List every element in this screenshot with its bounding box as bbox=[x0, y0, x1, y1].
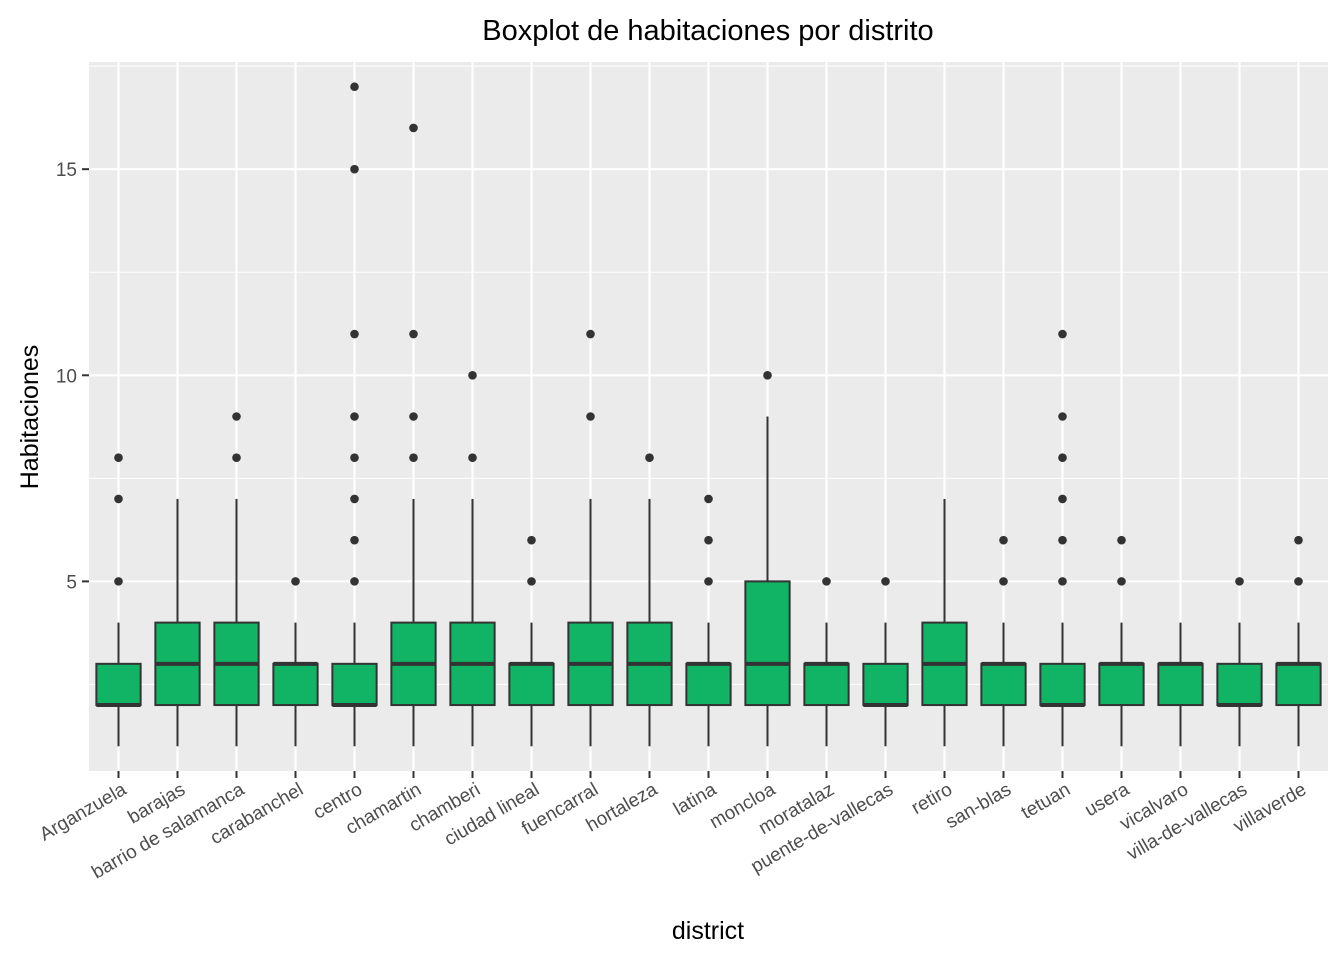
outlier-point bbox=[1235, 577, 1244, 586]
box-puente-de-vallecas bbox=[862, 577, 909, 747]
x-tick-label: tetuan bbox=[1018, 779, 1074, 824]
box-villaverde bbox=[1275, 535, 1322, 747]
box-centro bbox=[331, 82, 378, 747]
outlier-point bbox=[999, 535, 1008, 545]
box-barajas bbox=[154, 498, 201, 747]
box-retiro bbox=[921, 498, 968, 747]
outlier-point bbox=[468, 370, 477, 380]
box-body bbox=[1157, 662, 1204, 707]
outlier-point bbox=[350, 494, 359, 504]
box-moncloa bbox=[744, 370, 791, 747]
outlier-point bbox=[586, 412, 595, 421]
outlier-point bbox=[114, 577, 123, 586]
box-body bbox=[1039, 662, 1086, 707]
chart-title: Boxplot de habitaciones por distrito bbox=[482, 15, 933, 47]
outlier-point bbox=[409, 123, 418, 133]
box-body bbox=[95, 662, 142, 707]
box-series bbox=[95, 82, 1322, 747]
box-body bbox=[685, 662, 732, 707]
box-fuencarral bbox=[567, 329, 614, 747]
outlier-point bbox=[350, 82, 359, 92]
box-body bbox=[862, 662, 909, 707]
outlier-point bbox=[645, 453, 654, 463]
y-axis-title: Habitaciones bbox=[16, 345, 44, 490]
box-barrio-de-salamanca bbox=[213, 412, 260, 747]
box-chamberi bbox=[449, 370, 496, 747]
box-body bbox=[1098, 662, 1145, 707]
outlier-point bbox=[468, 453, 477, 463]
outlier-point bbox=[704, 535, 713, 545]
outlier-point bbox=[114, 453, 123, 463]
outlier-point bbox=[409, 412, 418, 421]
outlier-point bbox=[350, 577, 359, 586]
outlier-point bbox=[350, 164, 359, 174]
y-tick-label: 5 bbox=[66, 572, 77, 593]
outlier-point bbox=[1294, 577, 1303, 586]
y-axis: 5 10 15 bbox=[56, 160, 89, 593]
outlier-point bbox=[409, 329, 418, 339]
outlier-point bbox=[1058, 329, 1067, 339]
outlier-point bbox=[822, 577, 831, 586]
x-axis-title: district bbox=[672, 917, 744, 945]
x-tick-label: san-blas bbox=[942, 779, 1015, 833]
outlier-point bbox=[350, 453, 359, 463]
box-body bbox=[1216, 662, 1263, 707]
box-body bbox=[508, 662, 555, 707]
outlier-point bbox=[114, 494, 123, 504]
outlier-point bbox=[1117, 577, 1126, 586]
outlier-point bbox=[350, 329, 359, 339]
outlier-point bbox=[1058, 453, 1067, 463]
box-body bbox=[272, 662, 319, 707]
box-body bbox=[1275, 662, 1322, 707]
box-vicalvaro bbox=[1157, 622, 1204, 747]
box-carabanchel bbox=[272, 577, 319, 747]
outlier-point bbox=[1058, 412, 1067, 421]
box-villa-de-vallecas bbox=[1216, 577, 1263, 747]
box-body bbox=[803, 662, 850, 707]
outlier-point bbox=[409, 453, 418, 463]
outlier-point bbox=[350, 535, 359, 545]
box-arganzuela bbox=[95, 453, 142, 747]
box-chamartin bbox=[390, 123, 437, 747]
box-tetuan bbox=[1039, 329, 1086, 747]
outlier-point bbox=[586, 329, 595, 339]
outlier-point bbox=[1058, 577, 1067, 586]
outlier-point bbox=[704, 577, 713, 586]
box-body bbox=[331, 662, 378, 707]
x-tick-label: Arganzuela bbox=[36, 779, 130, 845]
outlier-point bbox=[232, 453, 241, 463]
outlier-point bbox=[1058, 494, 1067, 504]
outlier-point bbox=[1294, 535, 1303, 545]
y-tick-label: 15 bbox=[56, 160, 77, 181]
box-body bbox=[980, 662, 1027, 707]
outlier-point bbox=[1058, 535, 1067, 545]
outlier-point bbox=[291, 577, 300, 586]
outlier-point bbox=[999, 577, 1008, 586]
box-san-blas bbox=[980, 535, 1027, 747]
box-ciudad-lineal bbox=[508, 535, 555, 747]
outlier-point bbox=[232, 412, 241, 421]
box-latina bbox=[685, 494, 732, 747]
box-body bbox=[744, 580, 791, 707]
outlier-point bbox=[704, 494, 713, 504]
outlier-point bbox=[1117, 535, 1126, 545]
outlier-point bbox=[881, 577, 890, 586]
outlier-point bbox=[763, 370, 772, 380]
y-tick-label: 10 bbox=[56, 366, 77, 387]
outlier-point bbox=[527, 535, 536, 545]
outlier-point bbox=[527, 577, 536, 586]
outlier-point bbox=[350, 412, 359, 421]
box-moratalaz bbox=[803, 577, 850, 747]
box-usera bbox=[1098, 535, 1145, 747]
box-hortaleza bbox=[626, 453, 673, 747]
